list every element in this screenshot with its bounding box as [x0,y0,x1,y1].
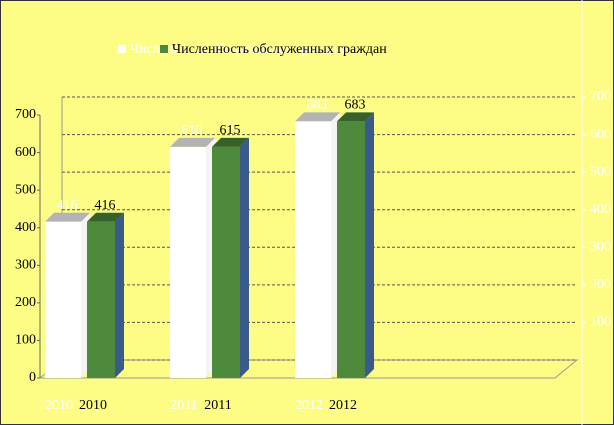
bar [170,146,206,378]
bar-top [212,137,249,147]
y2-tick-label: 400 [590,202,611,217]
bar [337,121,365,378]
bar [212,146,240,378]
y-tick-label: 500 [15,182,36,197]
legend-marker [118,45,126,53]
y-tick-label: 100 [15,333,36,348]
value-label: 615 [220,123,241,138]
x-tick-label: 2011 [204,398,231,413]
y2-tick-label: 300 [590,240,611,255]
value-label: 683 [307,98,328,113]
value-label: 416 [57,198,78,213]
x-tick-label: 2010 [45,398,73,413]
bar-top [337,112,374,122]
y-tick-label: 600 [15,145,36,160]
y-tick-label: 200 [15,295,36,310]
bar [295,121,331,378]
x-tick-label: 2011 [170,398,197,413]
bar-top [87,212,124,222]
bar-side [365,112,374,378]
legend-label: Численность обслуженных граждан [172,42,387,57]
x-tick-label: 2012 [295,398,323,413]
y-tick-label: 700 [15,107,36,122]
y2-tick-label: 600 [590,127,611,142]
bar-top [45,212,90,222]
legend-label: Численность обслуженных граждан [130,42,345,57]
y-tick-label: 400 [15,220,36,235]
bar-side [115,212,124,378]
y2-tick-label: 500 [590,164,611,179]
bar [45,221,81,378]
value-label: 416 [95,198,116,213]
y-tick-label: 300 [15,258,36,273]
y2-tick-label: 700 [590,89,611,104]
x-tick-label: 2012 [329,398,357,413]
y2-tick-label: 200 [590,277,611,292]
bar-side [240,137,249,378]
y-tick-label: 0 [29,370,36,385]
bar-top [295,112,340,122]
bar [87,221,115,378]
x-tick-label: 2010 [79,398,107,413]
y2-tick-label: 100 [590,315,611,330]
bar-top [170,137,215,147]
legend-marker [160,45,168,53]
value-label: 615 [182,123,203,138]
value-label: 683 [345,98,366,113]
